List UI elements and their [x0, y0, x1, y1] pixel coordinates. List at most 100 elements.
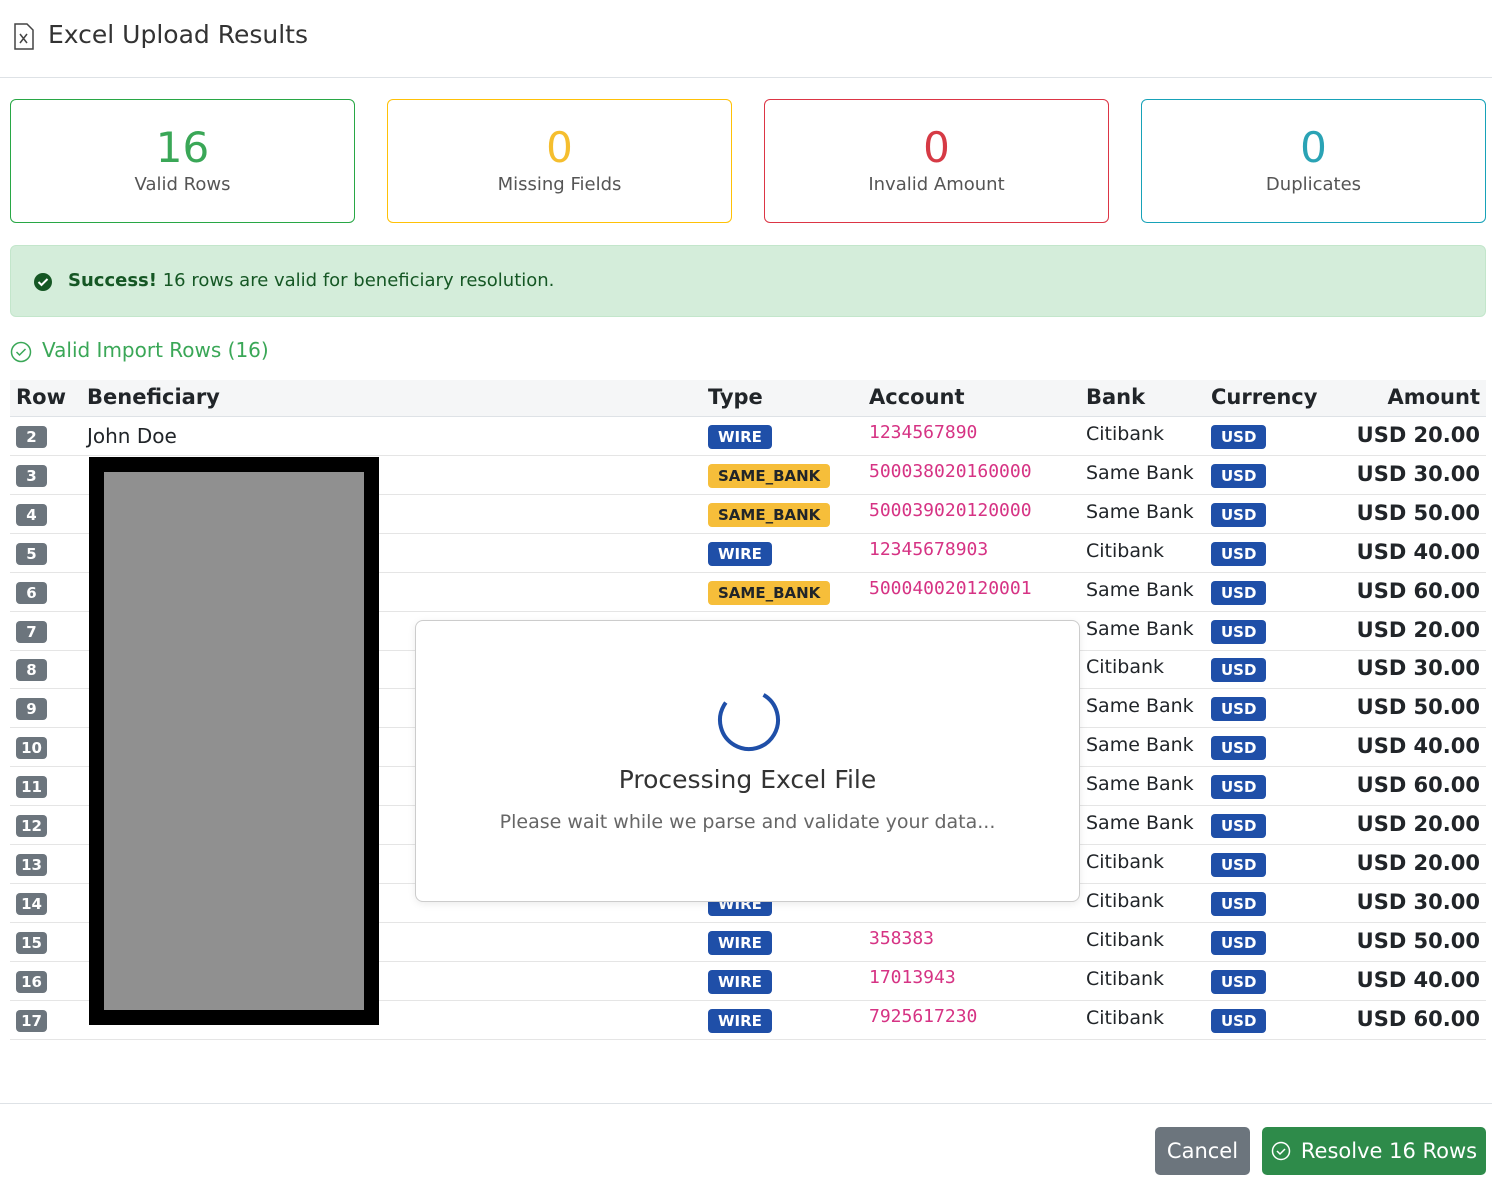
type-badge: SAME_BANK	[708, 580, 831, 605]
account: 500038020160000	[869, 460, 1032, 482]
bank: Citibank	[1086, 539, 1165, 562]
amount: USD 60.00	[1356, 1006, 1480, 1031]
amount: USD 50.00	[1356, 928, 1480, 953]
type-badge: WIRE	[708, 425, 772, 449]
row-number: 16	[16, 970, 47, 993]
check-circle-icon	[10, 341, 32, 363]
bank: Same Bank	[1086, 734, 1194, 757]
bank: Citibank	[1086, 656, 1165, 679]
column-header: Type	[708, 385, 763, 409]
modal-message: Please wait while we parse and validate …	[499, 811, 996, 833]
currency-badge: USD	[1211, 1008, 1267, 1033]
row-divider	[10, 493, 1486, 495]
currency-badge: USD	[1211, 891, 1267, 916]
row-number: 12	[16, 815, 47, 837]
amount: USD 60.00	[1356, 773, 1480, 798]
amount: USD 30.00	[1356, 656, 1480, 681]
account: 1234567890	[869, 422, 978, 443]
currency-badge: USD	[1211, 814, 1267, 838]
currency-badge: USD	[1211, 658, 1267, 683]
stat-value: 0	[1300, 123, 1327, 172]
success-alert: Success! 16 rows are valid for beneficia…	[10, 245, 1486, 317]
column-header: Bank	[1086, 385, 1146, 409]
row-number: 6	[16, 581, 47, 604]
bank: Citibank	[1086, 928, 1165, 951]
amount: USD 30.00	[1356, 461, 1480, 486]
stat-label: Missing Fields	[497, 174, 622, 195]
column-header: Amount	[1387, 385, 1480, 409]
bank: Citibank	[1086, 889, 1165, 912]
currency-badge: USD	[1211, 852, 1267, 877]
type-badge: SAME_BANK	[708, 502, 831, 527]
amount: USD 60.00	[1356, 578, 1480, 603]
resolve-button[interactable]: Resolve 16 Rows	[1262, 1127, 1486, 1175]
amount: USD 20.00	[1356, 617, 1480, 642]
row-divider	[10, 1038, 1486, 1040]
row-divider	[10, 610, 1486, 612]
currency-badge: USD	[1211, 930, 1267, 955]
stat-label: Duplicates	[1265, 174, 1362, 195]
stat-card: 0 Duplicates	[1141, 99, 1486, 223]
page-title: Excel Upload Results	[48, 20, 308, 49]
account: 12345678903	[869, 538, 989, 560]
type-badge: WIRE	[708, 541, 772, 566]
amount: USD 40.00	[1356, 734, 1480, 759]
currency-badge: USD	[1211, 425, 1267, 449]
amount: USD 50.00	[1356, 500, 1480, 525]
type-badge: WIRE	[708, 930, 772, 955]
alert-text: Success! 16 rows are valid for beneficia…	[68, 270, 554, 291]
currency-badge: USD	[1211, 502, 1267, 527]
type-badge: WIRE	[708, 969, 772, 994]
bank: Citibank	[1086, 423, 1165, 445]
table-header	[10, 380, 1486, 417]
amount: USD 20.00	[1356, 423, 1480, 447]
amount: USD 40.00	[1356, 967, 1480, 992]
stat-card: 16 Valid Rows	[10, 99, 355, 223]
bank: Same Bank	[1086, 812, 1194, 834]
row-number: 5	[16, 542, 47, 565]
stat-card: 0 Missing Fields	[387, 99, 732, 223]
beneficiary: John Doe	[87, 424, 177, 448]
row-number: 14	[16, 892, 47, 915]
currency-badge: USD	[1211, 580, 1267, 605]
row-number: 13	[16, 853, 47, 876]
currency-badge: USD	[1211, 619, 1267, 644]
bank: Same Bank	[1086, 500, 1194, 523]
account: 358383	[869, 927, 935, 949]
row-number: 15	[16, 931, 47, 954]
amount: USD 40.00	[1356, 539, 1480, 564]
account: 500039020120000	[869, 499, 1032, 521]
account: 7925617230	[869, 1005, 978, 1027]
bank: Same Bank	[1086, 695, 1194, 718]
redaction-fill	[104, 472, 364, 1010]
bank: Same Bank	[1086, 461, 1194, 484]
row-number: 11	[16, 776, 47, 799]
separator	[0, 77, 1492, 78]
row-number: 10	[16, 737, 47, 760]
stat-label: Valid Rows	[134, 174, 231, 195]
file-icon	[14, 23, 34, 50]
stat-value: 16	[155, 123, 210, 172]
amount: USD 20.00	[1356, 850, 1480, 875]
bank: Citibank	[1086, 967, 1165, 990]
amount: USD 30.00	[1356, 889, 1480, 914]
column-header: Account	[869, 385, 965, 409]
stat-card: 0 Invalid Amount	[764, 99, 1109, 223]
bank: Citibank	[1086, 850, 1165, 873]
type-badge: WIRE	[708, 1008, 772, 1033]
separator	[0, 1103, 1492, 1104]
account: 17013943	[869, 966, 956, 988]
column-header: Beneficiary	[87, 385, 220, 409]
row-divider	[10, 999, 1486, 1001]
row-divider	[10, 960, 1486, 962]
row-number: 7	[16, 620, 47, 643]
row-number: 8	[16, 659, 47, 682]
check-icon	[34, 273, 52, 291]
stat-value: 0	[546, 123, 573, 172]
cancel-button[interactable]: Cancel	[1155, 1127, 1250, 1175]
row-number: 2	[16, 426, 47, 448]
row-divider	[10, 532, 1486, 534]
bank: Same Bank	[1086, 578, 1194, 601]
bank: Same Bank	[1086, 617, 1194, 640]
